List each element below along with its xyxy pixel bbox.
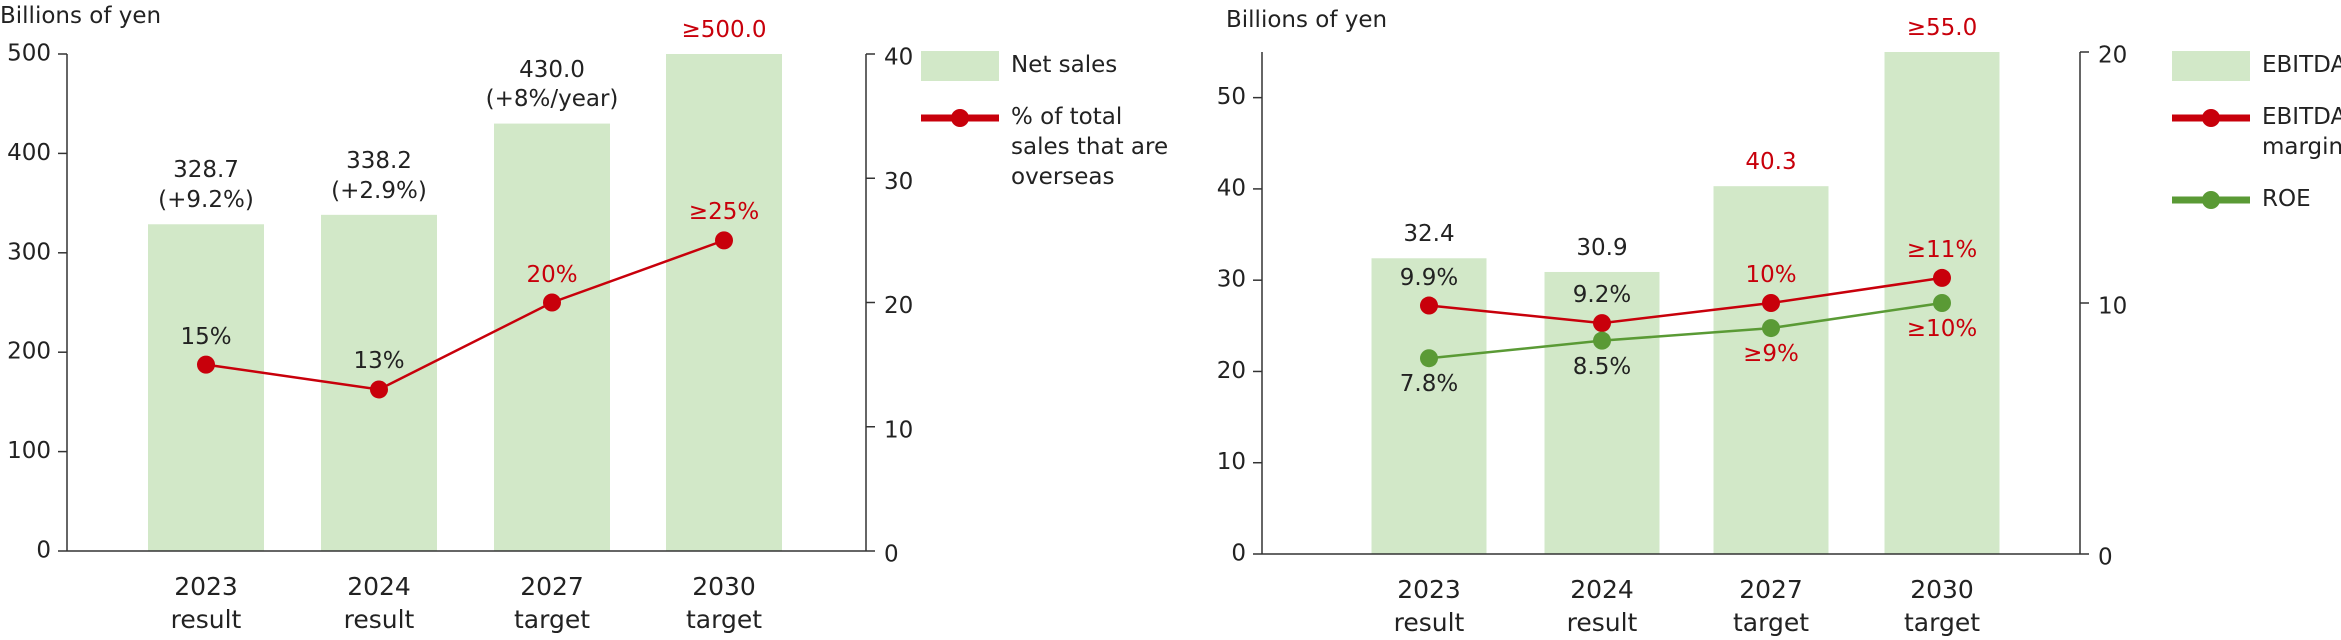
y2-tick-label: 0 — [884, 542, 899, 568]
y2-tick-label: 10 — [2098, 294, 2127, 320]
line-value-label: 9.9% — [1399, 264, 1459, 291]
line-point — [1933, 268, 1951, 287]
line-point — [1420, 296, 1438, 315]
line-point — [1933, 294, 1951, 312]
y-tick-label: 0 — [1231, 541, 1246, 567]
line — [1428, 301, 1943, 360]
legend-swatch — [2202, 109, 2220, 127]
line-point — [370, 380, 388, 399]
legend-label: % of total sales that are overseas — [1011, 104, 1169, 190]
line-value-label: ≥25% — [688, 199, 760, 226]
line-value-label: 20% — [526, 261, 578, 288]
x-tick-label: 2024 result — [343, 572, 415, 634]
bar-value-label: 32.4 — [1403, 221, 1455, 248]
y-axis-label: Billions of yen — [1226, 7, 1388, 33]
legend-label: Net sales — [1011, 52, 1118, 78]
y-axis-label: Billions of yen — [0, 3, 162, 29]
bar — [494, 123, 610, 551]
legend-swatch — [2172, 51, 2250, 81]
legend-label: ROE — [2262, 186, 2311, 212]
line — [1428, 276, 1943, 325]
bar — [148, 224, 264, 551]
y-tick-label: 20 — [1217, 358, 1246, 384]
legend-swatch — [951, 109, 969, 127]
bar-value-label: 30.9 — [1576, 235, 1628, 262]
line-value-label: 15% — [180, 323, 232, 350]
line-value-label: ≥9% — [1743, 341, 1799, 368]
line-value-label: 7.8% — [1399, 371, 1459, 398]
line-point — [543, 293, 561, 312]
bar-value-label: 328.7 (+9.2%) — [158, 157, 254, 214]
x-tick-label: 2030 target — [685, 572, 762, 634]
y2-tick-label: 10 — [884, 417, 913, 443]
legend-swatch — [921, 51, 999, 81]
y-tick-label: 30 — [1217, 267, 1246, 293]
bar-value-label: 40.3 — [1745, 149, 1797, 176]
bar-value-label: ≥500.0 — [681, 17, 767, 44]
line-value-label: ≥10% — [1906, 316, 1978, 342]
bar — [666, 54, 782, 551]
bar-value-label: 338.2 (+2.9%) — [331, 148, 427, 204]
line-point — [1420, 349, 1438, 368]
x-tick-label: 2023 result — [170, 572, 242, 634]
line-value-label: 8.5% — [1572, 353, 1632, 380]
y-tick-label: 400 — [7, 140, 51, 166]
line-point — [1762, 294, 1780, 312]
legend-label: EBITDA — [2262, 52, 2341, 78]
bar-value-label: ≥55.0 — [1906, 15, 1978, 42]
bar — [1713, 186, 1829, 555]
y2-tick-label: 20 — [2098, 43, 2127, 69]
y-tick-label: 0 — [36, 538, 51, 564]
x-tick-label: 2027 target — [513, 572, 590, 634]
y2-tick-label: 0 — [2098, 545, 2113, 571]
legend-label: EBITDA margin — [2262, 104, 2341, 160]
line-value-label: 13% — [353, 348, 405, 375]
x-tick-label: 2030 target — [1903, 575, 1980, 637]
line — [205, 239, 725, 391]
y-tick-label: 40 — [1217, 175, 1246, 201]
y-tick-label: 300 — [7, 239, 51, 265]
y2-tick-label: 20 — [884, 293, 913, 319]
bar-value-label: 430.0 (+8%/year) — [485, 56, 619, 113]
line-point — [1762, 319, 1780, 338]
y-tick-label: 100 — [7, 438, 51, 464]
line-point — [715, 231, 733, 250]
line-point — [1593, 331, 1611, 350]
y-tick-label: 10 — [1217, 449, 1246, 475]
y-tick-label: 50 — [1217, 84, 1246, 110]
line-point — [197, 355, 215, 374]
y-tick-label: 200 — [7, 339, 51, 365]
line-point — [1593, 314, 1611, 333]
x-tick-label: 2023 result — [1393, 575, 1465, 637]
line-value-label: 10% — [1745, 262, 1797, 289]
y2-tick-label: 30 — [884, 169, 913, 195]
y2-tick-label: 40 — [884, 45, 913, 71]
legend-swatch — [2202, 191, 2220, 209]
x-tick-label: 2027 target — [1732, 575, 1809, 637]
line-value-label: ≥11% — [1906, 237, 1978, 263]
x-tick-label: 2024 result — [1566, 575, 1638, 637]
y-tick-label: 500 — [7, 41, 51, 67]
line-value-label: 9.2% — [1572, 282, 1632, 309]
